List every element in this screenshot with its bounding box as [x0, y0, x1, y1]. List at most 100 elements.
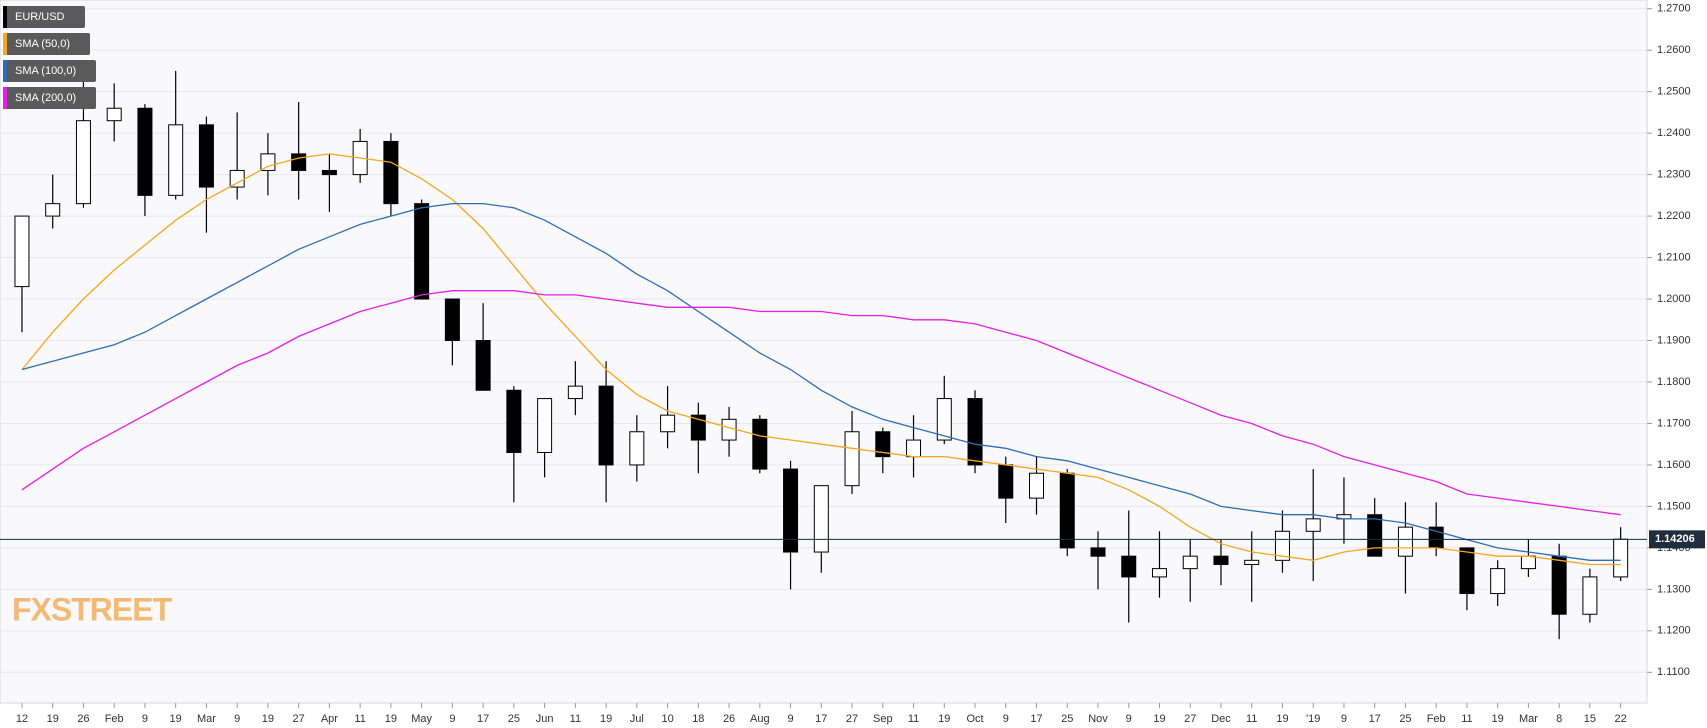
y-tick-label: 1.2300: [1657, 169, 1691, 181]
legend-box[interactable]: [3, 87, 96, 109]
x-tick-label: 9: [787, 713, 793, 725]
candle-body: [260, 153, 276, 171]
watermark: FXSTREET: [12, 591, 173, 627]
x-tick-label: 11: [1246, 713, 1257, 725]
y-tick-label: 1.2500: [1657, 86, 1691, 98]
y-tick-label: 1.2000: [1657, 293, 1691, 305]
candle-body: [444, 298, 460, 342]
candle-body: [936, 398, 952, 441]
candle-body: [198, 124, 214, 188]
last-price-label: 1.14206: [1655, 533, 1695, 545]
plot-area: [0, 0, 1648, 704]
legend-label: SMA (100,0): [15, 65, 76, 77]
x-tick-label: Mar: [1519, 713, 1538, 725]
x-tick-label: Jul: [630, 713, 644, 725]
candle-body: [629, 431, 645, 466]
legend-swatch: [3, 87, 7, 109]
candle-body: [75, 120, 91, 205]
x-tick-label: 22: [1615, 713, 1627, 725]
candle-body: [1305, 518, 1321, 532]
legend-box[interactable]: [3, 6, 85, 28]
candle-body: [1520, 555, 1536, 570]
candle-body: [1367, 514, 1383, 557]
candle-body: [598, 385, 614, 466]
x-tick-label: 15: [1584, 713, 1596, 725]
x-tick-label: 9: [142, 713, 148, 725]
x-tick-label: 25: [1061, 713, 1073, 725]
y-tick-label: 1.1800: [1657, 376, 1691, 388]
y-tick-label: 1.1100: [1657, 666, 1690, 678]
y-tick-label: 1.2400: [1657, 127, 1691, 139]
x-tick-label: 27: [846, 713, 858, 725]
x-tick-label: Aug: [750, 713, 770, 725]
last-price-box: [1649, 530, 1705, 549]
y-tick-label: 1.2700: [1657, 3, 1691, 15]
candle-body: [967, 398, 983, 466]
y-tick-label: 1.1500: [1657, 500, 1691, 512]
candle-body: [1490, 568, 1506, 595]
candle-body: [291, 153, 307, 171]
x-tick-label: Apr: [321, 713, 338, 725]
x-tick-label: 26: [77, 713, 89, 725]
candle-body: [1121, 555, 1137, 578]
candle-body: [1613, 538, 1629, 578]
candle-body: [1029, 472, 1045, 499]
x-tick-label: 19: [600, 713, 612, 725]
x-tick-label: 19: [47, 713, 59, 725]
candle-body: [537, 398, 553, 453]
x-tick-label: 19: [1492, 713, 1504, 725]
sma-line: [21, 202, 1621, 561]
x-tick-label: '19: [1306, 713, 1320, 725]
candle-body: [721, 418, 737, 441]
x-tick-label: 18: [692, 713, 704, 725]
x-tick-label: Oct: [966, 713, 983, 725]
candle-body: [14, 215, 30, 288]
x-tick-label: 17: [1030, 713, 1042, 725]
x-tick-label: Dec: [1211, 713, 1231, 725]
candle-body: [475, 340, 491, 391]
candle-body: [906, 439, 922, 458]
legend-swatch: [3, 33, 7, 55]
y-tick-label: 1.1700: [1657, 417, 1691, 429]
y-tick-label: 1.1900: [1657, 334, 1691, 346]
x-tick-label: 19: [1276, 713, 1288, 725]
sma-line: [21, 290, 1621, 516]
y-tick-label: 1.1600: [1657, 459, 1691, 471]
candle-body: [660, 414, 676, 433]
y-tick-label: 1.1200: [1657, 625, 1691, 637]
candle-body: [1459, 547, 1475, 595]
legend-label: EUR/USD: [15, 11, 65, 23]
x-tick-label: Jun: [536, 713, 554, 725]
x-tick-label: 11: [1461, 713, 1472, 725]
y-tick-label: 1.2600: [1657, 44, 1691, 56]
candle-body: [106, 107, 122, 122]
x-tick-label: 17: [477, 713, 489, 725]
candle-body: [1090, 547, 1106, 557]
y-tick-label: 1.2200: [1657, 210, 1691, 222]
candle-body: [567, 385, 583, 400]
x-tick-label: 19: [1153, 713, 1165, 725]
candle-body: [229, 169, 245, 188]
candle-body: [844, 431, 860, 487]
legend-label: SMA (50,0): [15, 38, 70, 50]
x-tick-label: 11: [354, 713, 365, 725]
legend-box[interactable]: [3, 33, 90, 55]
candle-body: [875, 431, 891, 458]
x-tick-label: 9: [234, 713, 240, 725]
x-tick-label: May: [411, 713, 432, 725]
candle-body: [1213, 555, 1229, 565]
y-tick-label: 1.1300: [1657, 583, 1691, 595]
candle-body: [752, 418, 768, 470]
legend-swatch: [3, 60, 7, 82]
x-tick-label: Feb: [105, 713, 124, 725]
x-tick-label: 9: [1126, 713, 1132, 725]
legend-box[interactable]: [3, 60, 96, 82]
x-tick-label: 25: [1399, 713, 1411, 725]
x-tick-label: Sep: [873, 713, 893, 725]
x-tick-label: 9: [449, 713, 455, 725]
candle-body: [1582, 576, 1598, 615]
x-tick-label: 25: [508, 713, 520, 725]
candle-body: [168, 124, 184, 196]
candle-body: [137, 107, 153, 196]
